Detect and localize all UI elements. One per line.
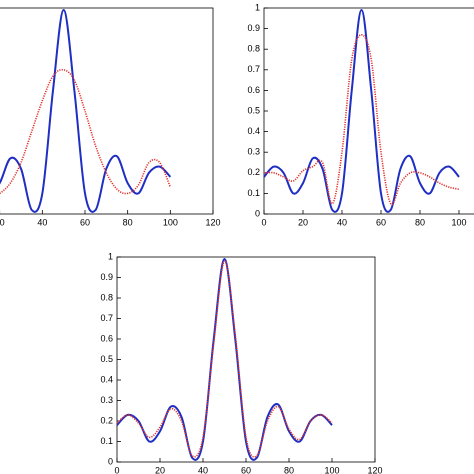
x-tick-label: 60 bbox=[241, 465, 251, 474]
x-tick-label: 40 bbox=[37, 217, 47, 227]
y-tick-label: 0.2 bbox=[100, 415, 113, 425]
series-line bbox=[0, 68, 172, 195]
y-tick-label: 0.9 bbox=[247, 23, 260, 33]
y-tick-label: 1 bbox=[108, 251, 113, 261]
x-tick-label: 100 bbox=[451, 217, 466, 227]
y-tick-label: 0.9 bbox=[100, 272, 113, 282]
x-tick-label: 120 bbox=[205, 217, 220, 227]
x-tick-label: 0 bbox=[261, 217, 266, 227]
series-line bbox=[263, 33, 460, 206]
y-tick-label: 0.8 bbox=[247, 44, 260, 54]
y-tick-label: 0.3 bbox=[247, 147, 260, 157]
plot-frame bbox=[0, 7, 214, 215]
plot-frame bbox=[263, 7, 474, 215]
plot-frame bbox=[116, 256, 376, 463]
y-tick-label: 0.5 bbox=[247, 105, 260, 115]
series-line bbox=[263, 9, 460, 213]
x-tick-label: 80 bbox=[123, 217, 133, 227]
y-tick-label: 0.1 bbox=[247, 188, 260, 198]
x-tick-label: 60 bbox=[376, 217, 386, 227]
series-line bbox=[116, 260, 333, 458]
x-tick-label: 80 bbox=[415, 217, 425, 227]
x-tick-label: 100 bbox=[324, 465, 339, 474]
series-line bbox=[0, 9, 172, 213]
y-tick-label: 0.3 bbox=[100, 395, 113, 405]
y-tick-label: 0 bbox=[255, 208, 260, 218]
y-tick-label: 0.1 bbox=[100, 436, 113, 446]
y-tick-label: 0.2 bbox=[247, 167, 260, 177]
x-tick-label: 120 bbox=[367, 465, 382, 474]
y-tick-label: 0 bbox=[108, 456, 113, 466]
y-tick-label: 0.6 bbox=[247, 85, 260, 95]
x-tick-label: 60 bbox=[80, 217, 90, 227]
y-tick-label: 0.8 bbox=[100, 292, 113, 302]
x-tick-label: 20 bbox=[155, 465, 165, 474]
y-tick-label: 0.4 bbox=[100, 374, 113, 384]
y-tick-label: 1 bbox=[255, 2, 260, 12]
x-tick-label: 100 bbox=[163, 217, 178, 227]
y-tick-label: 0.5 bbox=[100, 354, 113, 364]
x-tick-label: 20 bbox=[298, 217, 308, 227]
x-tick-label: 40 bbox=[337, 217, 347, 227]
x-tick-label: 0 bbox=[114, 465, 119, 474]
y-tick-label: 0.7 bbox=[100, 313, 113, 323]
y-tick-label: 0.7 bbox=[247, 64, 260, 74]
y-tick-label: 0.4 bbox=[247, 126, 260, 136]
x-tick-label: 40 bbox=[198, 465, 208, 474]
x-tick-label: 80 bbox=[284, 465, 294, 474]
x-tick-label: 20 bbox=[0, 217, 5, 227]
series-line bbox=[116, 258, 333, 461]
y-tick-label: 0.6 bbox=[100, 333, 113, 343]
